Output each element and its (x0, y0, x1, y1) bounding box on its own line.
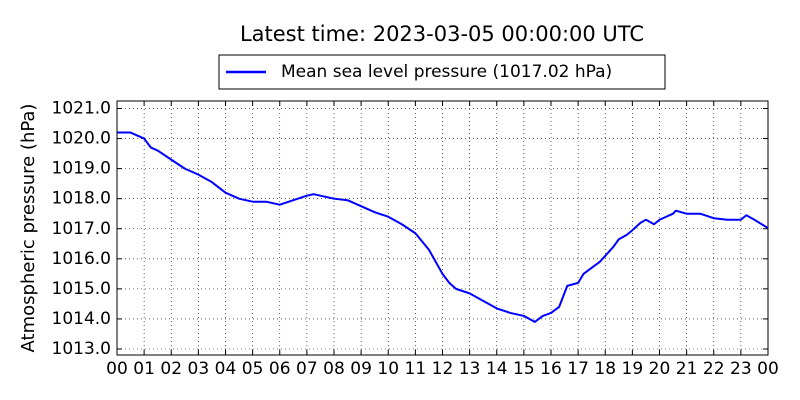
x-tick-label: 08 (323, 359, 345, 379)
y-tick-label: 1020.0 (52, 129, 111, 149)
y-tick-label: 1016.0 (52, 249, 111, 269)
x-tick-label: 21 (676, 359, 698, 379)
x-tick-label: 06 (269, 359, 291, 379)
x-tick-label: 01 (133, 359, 155, 379)
x-tick-label: 15 (513, 359, 535, 379)
x-tick-label: 05 (242, 359, 264, 379)
x-tick-label: 17 (567, 359, 589, 379)
y-tick-label: 1015.0 (52, 279, 111, 299)
plot-frame (116, 100, 769, 356)
x-tick-label: 00 (757, 359, 779, 379)
y-tick-label: 1014.0 (52, 309, 111, 329)
y-tick-label: 1017.0 (52, 219, 111, 239)
x-tick-label: 19 (622, 359, 644, 379)
y-tick-label: 1019.0 (52, 159, 111, 179)
data-line (117, 131, 769, 323)
x-tick-label: 13 (459, 359, 481, 379)
x-tick-label: 12 (432, 359, 454, 379)
x-tick-label: 03 (188, 359, 210, 379)
y-tick-label: 1018.0 (52, 189, 111, 209)
y-tick-label: 1013.0 (52, 339, 111, 359)
x-tick-label: 14 (486, 359, 508, 379)
x-tick-label: 18 (594, 359, 616, 379)
chart-title: Latest time: 2023-03-05 00:00:00 UTC (240, 22, 644, 46)
legend-label: Mean sea level pressure (1017.02 hPa) (281, 62, 612, 82)
x-tick-label: 07 (296, 359, 318, 379)
x-tick-label: 23 (730, 359, 752, 379)
x-tick-label: 02 (160, 359, 182, 379)
y-axis-label: Atmospheric pressure (hPa) (18, 104, 39, 353)
x-tick-label: 22 (703, 359, 725, 379)
x-tick-label: 11 (405, 359, 427, 379)
x-tick-label: 00 (106, 359, 128, 379)
x-tick-label: 04 (215, 359, 237, 379)
x-tick-label: 09 (350, 359, 372, 379)
x-tick-label: 10 (377, 359, 399, 379)
x-tick-label: 20 (649, 359, 671, 379)
y-tick-label: 1021.0 (52, 99, 111, 119)
legend-box (218, 54, 666, 90)
x-tick-label: 16 (540, 359, 562, 379)
